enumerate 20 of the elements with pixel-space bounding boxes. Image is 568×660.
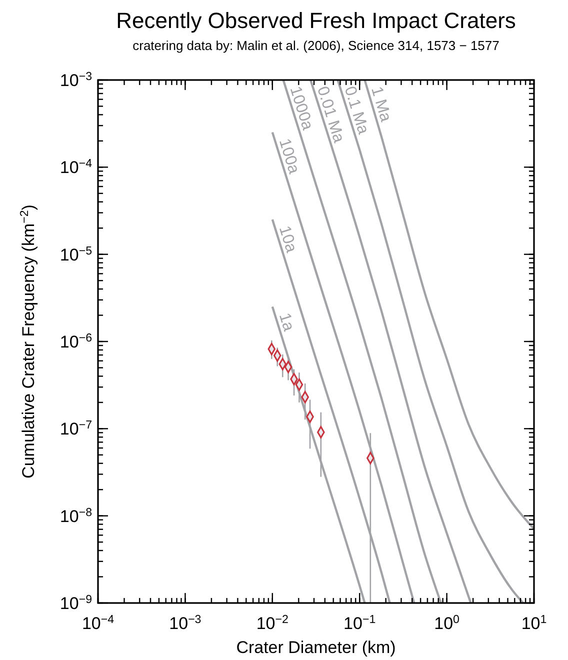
y-tick-label: 10$^{−5}$ (60, 245, 92, 264)
y-tick-label: 10$^{−3}$ (60, 71, 92, 90)
x-tick-label: 10$^{−3}$ (169, 614, 202, 633)
text: 100a (275, 136, 302, 176)
text: 10a (275, 224, 300, 255)
x-tick-label: 10$^{−2}$ (256, 614, 288, 633)
x-axis-title: Crater Diameter (km) (236, 638, 396, 657)
x-tick-label: 10$^{−4}$ (82, 614, 115, 633)
x-tick-label: 10$^{−1}$ (344, 614, 376, 633)
y-tick-label: 10$^{−9}$ (60, 594, 92, 613)
x-tick-label: 10$^{1}$ (521, 614, 547, 633)
chart-subtitle: cratering data by: Malin et al. (2006), Science 314, 1573 − 1577 (132, 38, 500, 53)
y-tick-label: 10$^{−7}$ (60, 420, 92, 439)
x-tick-label: 10$^{0}$ (434, 614, 460, 633)
text: 1000a (286, 84, 316, 132)
text: 1a (275, 311, 297, 334)
chart-title: Recently Observed Fresh Impact Craters (116, 8, 516, 33)
y-tick-label: 10$^{−4}$ (60, 158, 93, 178)
y-tick-label: 10$^{−6}$ (60, 332, 92, 352)
y-tick-label: 10$^{−8}$ (60, 506, 92, 526)
